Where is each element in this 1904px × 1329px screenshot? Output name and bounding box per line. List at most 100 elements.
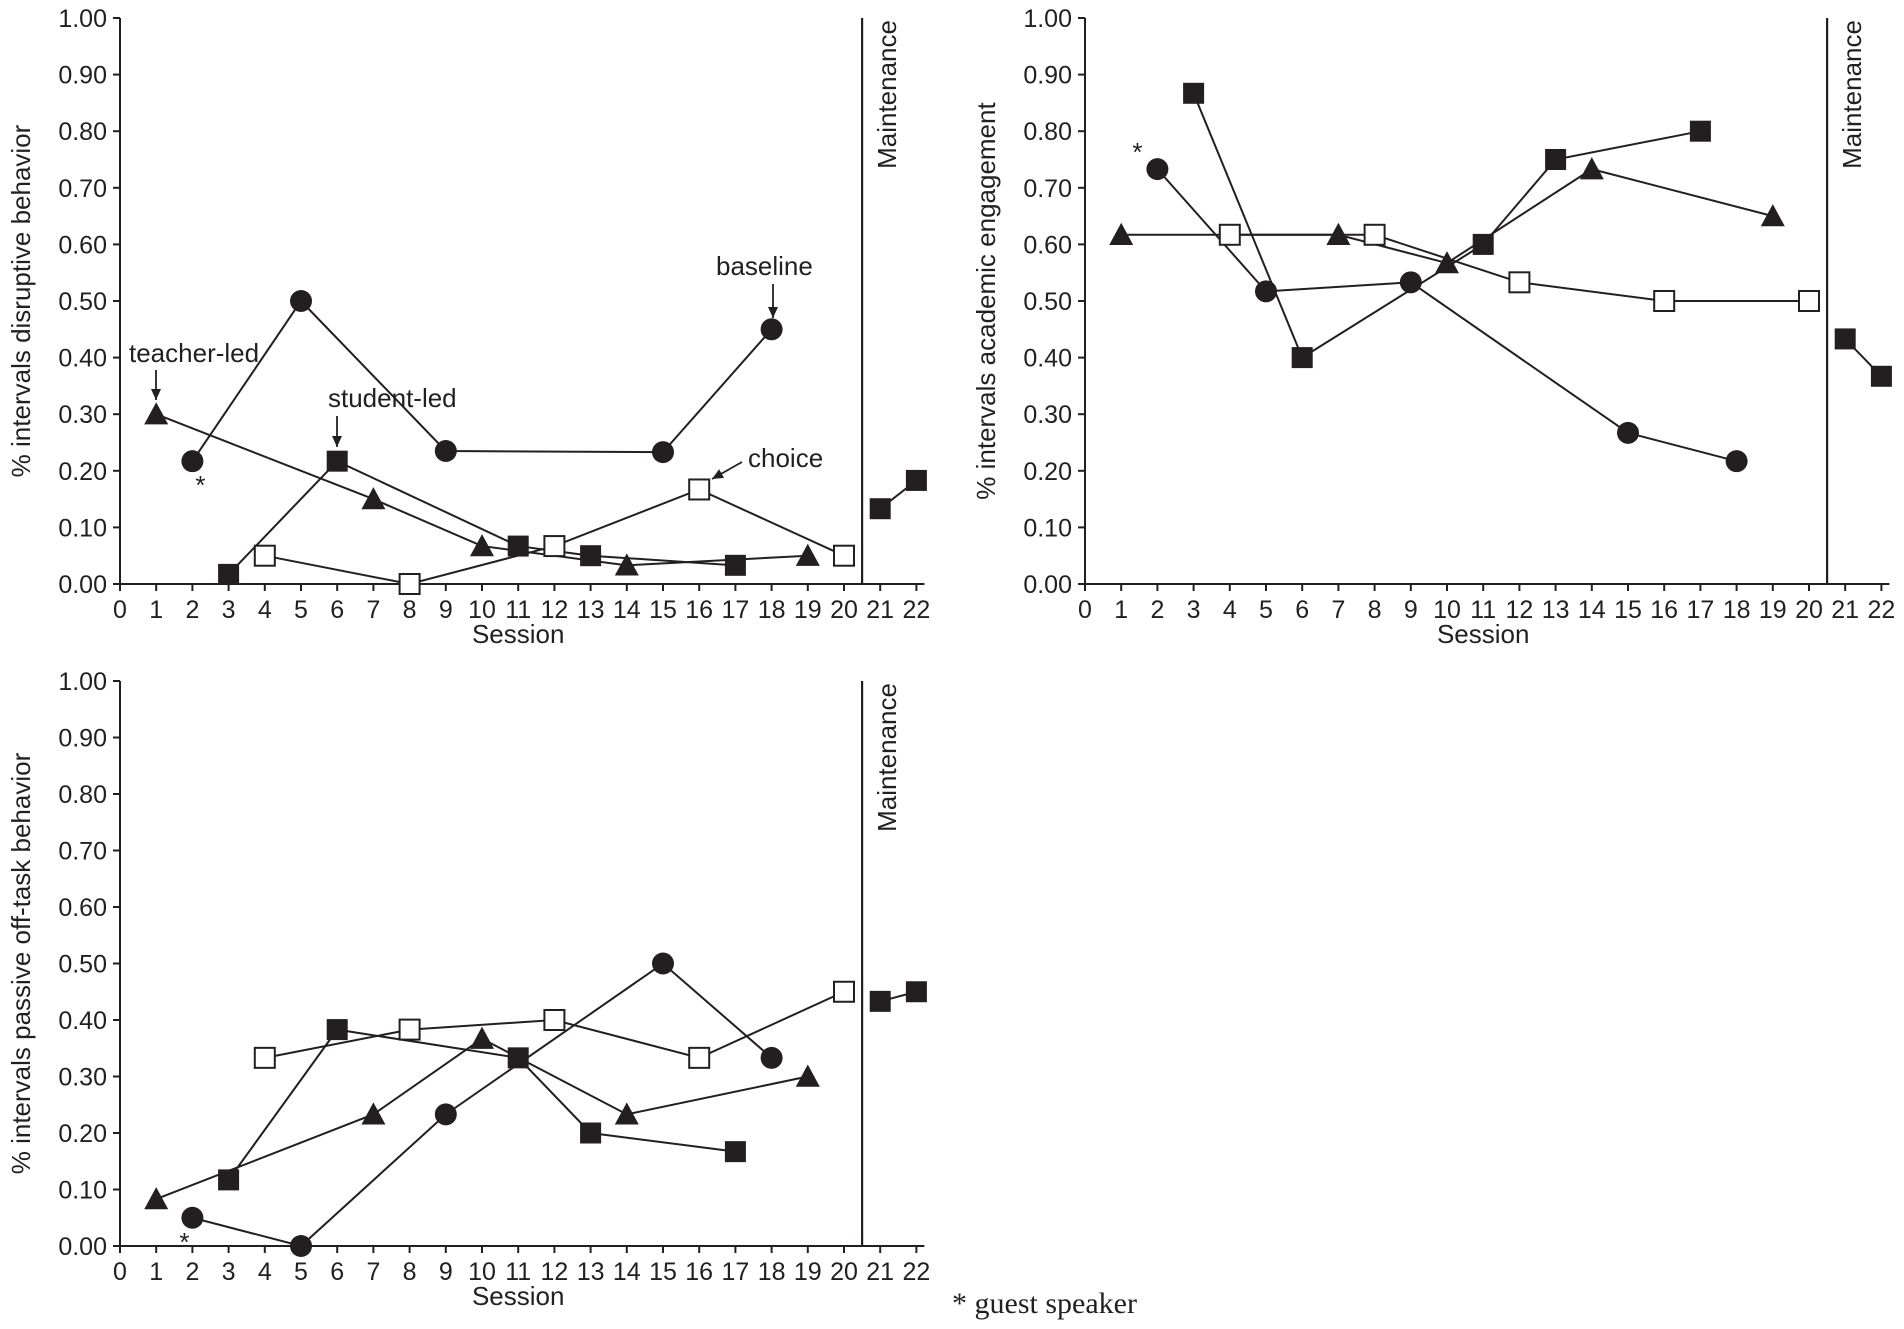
- y-tick-label: 0.70: [58, 175, 107, 203]
- x-tick-label: 13: [577, 596, 605, 624]
- x-tick-label: 9: [1404, 596, 1418, 624]
- y-tick-label: 0.90: [58, 725, 107, 753]
- x-tick-label: 14: [1578, 596, 1606, 624]
- baseline-point-4: [1617, 421, 1639, 444]
- y-tick-label: 0.90: [1023, 62, 1072, 90]
- choice-point-1: [1218, 223, 1241, 246]
- y-tick-label: 0.20: [58, 1120, 107, 1148]
- phase-label-maintenance: Maintenance: [872, 683, 902, 832]
- teacher-led-point-2: [1326, 222, 1351, 245]
- choice-point-2: [398, 1018, 421, 1041]
- student-led-point-1: [1183, 82, 1205, 104]
- x-tick-label: 2: [185, 596, 199, 624]
- teacher-led-point-1: [1109, 222, 1134, 245]
- x-tick-label: 12: [540, 1258, 568, 1286]
- choice-point-4: [688, 1046, 711, 1069]
- maintenance-point-1: [1834, 328, 1856, 350]
- maintenance-point-2: [1870, 365, 1892, 387]
- x-tick-label: 17: [1686, 596, 1714, 624]
- series-choice: [253, 980, 855, 1069]
- x-tick-label: 11: [505, 596, 531, 624]
- x-tick-label: 5: [1259, 596, 1273, 624]
- y-tick-label: 0.30: [58, 401, 107, 429]
- x-axis-title: Session: [1437, 619, 1530, 649]
- x-tick-label: 18: [758, 1258, 786, 1286]
- x-tick-label: 22: [902, 1258, 930, 1286]
- y-tick-label: 0.40: [58, 1007, 107, 1035]
- baseline-point-2: [1255, 280, 1277, 303]
- x-tick-label: 10: [468, 1258, 496, 1286]
- x-tick-label: 19: [794, 1258, 822, 1286]
- series-student-led: [218, 1019, 746, 1191]
- y-tick-label: 0.60: [58, 231, 107, 259]
- teacher-led-point-4: [614, 1102, 639, 1125]
- annotation-choice: choice: [748, 443, 823, 473]
- series-baseline: [1146, 158, 1748, 473]
- x-tick-label: 19: [794, 596, 822, 624]
- y-tick-label: 0.10: [58, 514, 107, 542]
- y-tick-label: 0.40: [58, 345, 107, 373]
- panel-academic-engagement: 0.00 0.10 0.20 0.30 0.40 0.50 0.60 0.70 0.80 0.90…: [971, 5, 1895, 649]
- series-student-led: [1183, 82, 1711, 369]
- x-tick-label: 11: [505, 1258, 531, 1286]
- x-tick-label: 8: [1368, 596, 1382, 624]
- x-tick-label: 22: [902, 596, 930, 624]
- teacher-led-point-2: [361, 1102, 386, 1125]
- y-tick-label: 0.60: [1023, 231, 1072, 259]
- choice-point-3: [543, 1009, 566, 1031]
- x-tick-label: 0: [113, 596, 127, 624]
- series-line-student-led: [1192, 92, 1701, 360]
- y-axis-title: % intervals passive off-task behavior: [6, 752, 36, 1174]
- x-tick-label: 13: [1542, 596, 1570, 624]
- x-tick-label: 17: [721, 596, 749, 624]
- y-tick-label: 0.50: [1023, 288, 1072, 316]
- x-tick-label: 22: [1867, 596, 1895, 624]
- x-tick-label: 17: [721, 1258, 749, 1286]
- x-tick-label: 6: [330, 1258, 344, 1286]
- series-maintenance: [869, 469, 927, 520]
- y-tick-label: 0.70: [58, 838, 107, 866]
- x-tick-label: 20: [1795, 596, 1823, 624]
- x-tick-label: 2: [185, 1258, 199, 1286]
- y-tick-label: 1.00: [1023, 5, 1072, 33]
- x-tick-label: 5: [294, 596, 308, 624]
- series-baseline: [181, 290, 783, 473]
- x-tick-label: 8: [403, 596, 417, 624]
- series-maintenance: [1834, 328, 1892, 387]
- arrow-teacher-led: [151, 370, 161, 400]
- x-tick-label: 1: [149, 1258, 163, 1286]
- maintenance-point-2: [905, 469, 927, 491]
- x-axis-title: Session: [472, 619, 565, 649]
- x-tick-label: 16: [685, 596, 713, 624]
- choice-point-2: [398, 573, 421, 595]
- teacher-led-point-4: [1579, 157, 1604, 180]
- x-tick-label: 4: [258, 596, 272, 624]
- x-tick-label: 5: [294, 1258, 308, 1286]
- student-led-point-3: [1472, 233, 1494, 255]
- series-teacher-led: [144, 402, 820, 576]
- student-led-point-1: [218, 1169, 240, 1191]
- choice-point-1: [253, 1046, 276, 1069]
- student-led-point-5: [1689, 120, 1711, 142]
- maintenance-point-2: [905, 981, 927, 1003]
- choice-point-3: [543, 535, 566, 558]
- baseline-point-4: [652, 952, 674, 975]
- annotation-teacher-led: teacher-led: [129, 338, 259, 368]
- series-baseline: [181, 952, 783, 1257]
- x-tick-label: 10: [1433, 596, 1461, 624]
- baseline-point-5: [760, 318, 783, 341]
- x-tick-label: 1: [1114, 596, 1128, 624]
- x-tick-label: 7: [1331, 596, 1345, 624]
- series-line-student-led: [227, 1028, 736, 1181]
- y-tick-label: 0.10: [58, 1177, 107, 1205]
- baseline-point-5: [1725, 450, 1748, 473]
- x-tick-label: 18: [1723, 596, 1751, 624]
- maintenance-point-1: [869, 990, 891, 1012]
- teacher-led-point-3: [1435, 251, 1459, 274]
- student-led-point-5: [724, 554, 746, 576]
- y-tick-label: 1.00: [58, 5, 107, 33]
- x-tick-label: 7: [366, 1258, 380, 1286]
- y-tick-label: 0.50: [58, 951, 107, 979]
- teacher-led-point-1: [144, 402, 169, 425]
